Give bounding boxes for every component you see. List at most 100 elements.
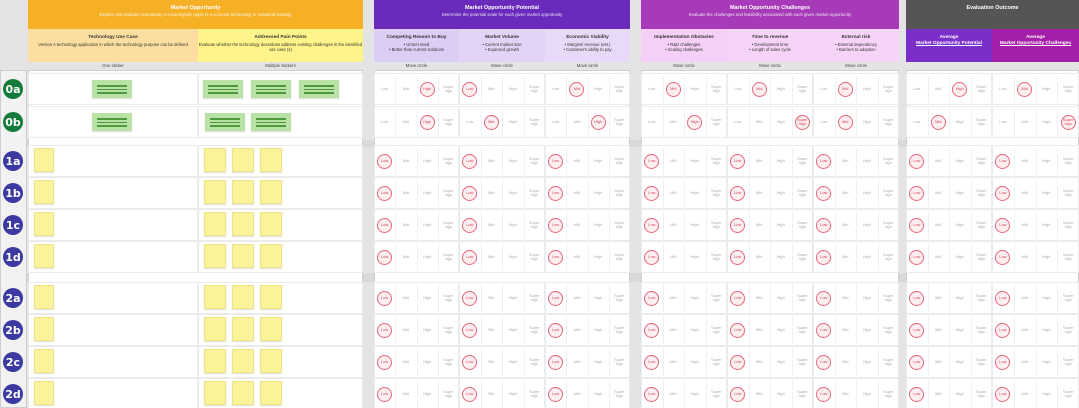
rating-option-low[interactable]: Low — [730, 290, 746, 306]
rating-option-super-high[interactable]: Super high — [976, 117, 987, 126]
rating-option-super-high[interactable]: Super high — [883, 220, 894, 229]
rating-option-high[interactable]: High — [508, 158, 517, 164]
rating-option-super-high[interactable]: Super high — [976, 357, 987, 366]
rating-option-mid[interactable]: Mid — [488, 190, 495, 196]
rating-option-high[interactable]: High — [776, 327, 785, 333]
rating-option-low[interactable]: Low — [462, 185, 478, 201]
rating-option-high[interactable]: High — [862, 158, 871, 164]
rating-option-high[interactable]: High — [862, 222, 871, 228]
rating-option-mid[interactable]: Mid — [842, 158, 849, 164]
rating-option-low[interactable]: Low — [730, 153, 746, 169]
rating-option-mid[interactable]: Mid — [1021, 254, 1028, 260]
rating-option-super-high[interactable]: Super high — [883, 325, 894, 334]
rating-option-high[interactable]: High — [776, 359, 785, 365]
rating-option-super-high[interactable]: Super high — [614, 325, 625, 334]
rating-option-high[interactable]: High — [1042, 391, 1051, 397]
pain-point-sticky[interactable] — [204, 349, 226, 373]
rating-option-low[interactable]: Low — [730, 249, 746, 265]
rating-option-low[interactable]: Low — [909, 386, 925, 402]
rating-option-high[interactable]: High — [862, 391, 871, 397]
rating-option-mid[interactable]: Mid — [756, 222, 763, 228]
rating-option-high[interactable]: High — [508, 359, 517, 365]
rating-option-mid[interactable]: Mid — [569, 81, 585, 97]
rating-option-mid[interactable]: Mid — [1021, 158, 1028, 164]
rating-option-mid[interactable]: Mid — [670, 327, 677, 333]
rating-option-high[interactable]: High — [952, 81, 968, 97]
rating-option-super-high[interactable]: Super high — [443, 252, 454, 261]
rating-option-mid[interactable]: Mid — [1021, 119, 1028, 125]
rating-option-super-high[interactable]: Super high — [711, 293, 722, 302]
rating-option-super-high[interactable]: Super high — [1062, 156, 1074, 165]
rating-option-high[interactable]: High — [594, 86, 603, 92]
rating-option-super-high[interactable]: Super high — [529, 84, 540, 93]
rating-option-high[interactable]: High — [594, 254, 603, 260]
rating-option-high[interactable]: High — [594, 327, 603, 333]
rating-option-mid[interactable]: Mid — [935, 222, 942, 228]
rating-option-low[interactable]: Low — [995, 217, 1011, 233]
rating-option-low[interactable]: Low — [820, 119, 828, 125]
rating-option-super-high[interactable]: Super high — [614, 156, 625, 165]
pain-point-sticky[interactable] — [204, 148, 226, 172]
rating-option-low[interactable]: Low — [995, 185, 1011, 201]
rating-option-low[interactable]: Low — [548, 153, 564, 169]
rating-option-super-high[interactable]: Super high — [797, 188, 808, 197]
rating-option-super-high[interactable]: Super high — [797, 293, 808, 302]
rating-option-low[interactable]: Low — [730, 354, 746, 370]
rating-option-mid[interactable]: Mid — [756, 254, 763, 260]
rating-option-mid[interactable]: Mid — [756, 158, 763, 164]
rating-option-low[interactable]: Low — [377, 153, 393, 169]
rating-option-low[interactable]: Low — [548, 217, 564, 233]
rating-option-super-high[interactable]: Super high — [443, 325, 454, 334]
rating-option-low[interactable]: Low — [552, 119, 560, 125]
rating-option-high[interactable]: High — [1042, 119, 1051, 125]
rating-option-super-high[interactable]: Super high — [711, 117, 722, 126]
rating-option-low[interactable]: Low — [909, 322, 925, 338]
rating-option-mid[interactable]: Mid — [402, 190, 410, 196]
rating-option-low[interactable]: Low — [999, 119, 1007, 125]
rating-option-super-high[interactable]: Super high — [614, 252, 625, 261]
rating-option-high[interactable]: High — [862, 86, 871, 92]
rating-option-mid[interactable]: Mid — [402, 222, 410, 228]
rating-option-super-high[interactable]: Super high — [976, 389, 987, 398]
rating-option-high[interactable]: High — [776, 222, 785, 228]
rating-option-mid[interactable]: Mid — [756, 391, 763, 397]
use-case-sticky[interactable] — [34, 244, 54, 268]
rating-option-low[interactable]: Low — [909, 354, 925, 370]
rating-option-mid[interactable]: Mid — [573, 254, 581, 260]
rating-option-high[interactable]: High — [776, 190, 785, 196]
rating-option-super-high[interactable]: Super high — [883, 117, 894, 126]
rating-option-super-high[interactable]: Super high — [797, 84, 808, 93]
rating-option-mid[interactable]: Mid — [670, 391, 677, 397]
rating-option-super-high[interactable]: Super high — [443, 188, 454, 197]
use-case-sticky[interactable] — [34, 381, 54, 405]
pain-point-sticky[interactable] — [251, 80, 291, 98]
rating-option-high[interactable]: High — [955, 158, 964, 164]
rating-option-super-high[interactable]: Super high — [976, 220, 987, 229]
rating-option-high[interactable]: High — [776, 391, 785, 397]
rating-option-high[interactable]: High — [955, 222, 964, 228]
rating-option-low[interactable]: Low — [548, 354, 564, 370]
rating-option-high[interactable]: High — [423, 158, 432, 164]
rating-option-high[interactable]: High — [1042, 158, 1051, 164]
rating-option-super-high[interactable]: Super high — [794, 114, 810, 130]
rating-option-mid[interactable]: Mid — [842, 190, 849, 196]
rating-option-low[interactable]: Low — [548, 185, 564, 201]
rating-option-super-high[interactable]: Super high — [614, 293, 625, 302]
pain-point-sticky[interactable] — [232, 148, 254, 172]
rating-option-mid[interactable]: Mid — [573, 190, 581, 196]
rating-option-high[interactable]: High — [690, 327, 699, 333]
rating-option-high[interactable]: High — [423, 327, 432, 333]
rating-option-super-high[interactable]: Super high — [1062, 252, 1074, 261]
rating-option-super-high[interactable]: Super high — [529, 156, 540, 165]
rating-option-high[interactable]: High — [423, 295, 432, 301]
rating-option-low[interactable]: Low — [995, 354, 1011, 370]
rating-option-high[interactable]: High — [423, 359, 432, 365]
rating-option-high[interactable]: High — [508, 327, 517, 333]
rating-option-low[interactable]: Low — [381, 119, 389, 125]
rating-option-low[interactable]: Low — [644, 249, 660, 265]
rating-option-super-high[interactable]: Super high — [883, 293, 894, 302]
rating-option-mid[interactable]: Mid — [1021, 190, 1028, 196]
use-case-sticky[interactable] — [92, 113, 132, 131]
rating-option-low[interactable]: Low — [734, 86, 742, 92]
rating-option-low[interactable]: Low — [548, 249, 564, 265]
